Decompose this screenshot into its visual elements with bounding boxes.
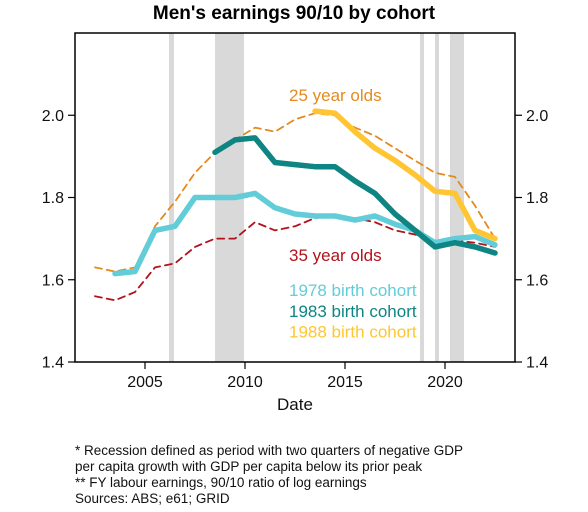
chart-title: Men's earnings 90/10 by cohort xyxy=(153,3,436,24)
recession-band xyxy=(420,33,424,362)
y-tick-label: 1.8 xyxy=(526,190,548,207)
y-tick-label: 2.0 xyxy=(526,108,548,125)
x-axis: 2005 2010 2015 2020 xyxy=(127,362,463,391)
y-tick-label: 1.6 xyxy=(526,272,548,289)
recession-band xyxy=(435,33,439,362)
series-line-1983-birth-cohort xyxy=(212,135,498,256)
footnote-line: ** FY labour earnings, 90/10 ratio of lo… xyxy=(75,475,367,490)
y-axis-right: 1.4 1.6 1.8 2.0 xyxy=(515,108,548,372)
footnote-line: per capita growth with GDP per capita be… xyxy=(75,459,423,474)
x-tick-label: 2015 xyxy=(327,374,363,391)
x-tick-label: 2010 xyxy=(227,374,263,391)
series-line-35-year-olds xyxy=(94,215,496,302)
y-tick-label: 1.8 xyxy=(42,190,64,207)
x-tick-label: 2020 xyxy=(427,374,463,391)
x-axis-label: Date xyxy=(277,395,313,414)
series-line-25-year-olds xyxy=(94,112,496,273)
recession-band xyxy=(169,33,174,362)
series-lines xyxy=(94,108,498,302)
y-tick-label: 2.0 xyxy=(42,108,64,125)
chart: Men's earnings 90/10 by cohort 1.4 1.6 1.8… xyxy=(42,3,549,414)
series-label: 35 year olds xyxy=(289,246,382,265)
footnotes: * Recession defined as period with two q… xyxy=(75,443,575,507)
series-label: 1988 birth cohort xyxy=(289,322,417,341)
series-labels: 25 year olds 35 year olds 1978 birth cohor… xyxy=(289,86,417,341)
series-label: 1978 birth cohort xyxy=(289,281,417,300)
y-tick-label: 1.6 xyxy=(42,272,64,289)
series-line-1988-birth-cohort xyxy=(312,108,498,242)
footnote-line: Sources: ABS; e61; GRID xyxy=(75,491,230,506)
x-tick-label: 2005 xyxy=(127,374,163,391)
footnote-line: * Recession defined as period with two q… xyxy=(75,443,463,458)
series-label: 25 year olds xyxy=(289,86,382,105)
series-label: 1983 birth cohort xyxy=(289,302,417,321)
y-axis-left: 1.4 1.6 1.8 2.0 xyxy=(42,108,75,372)
y-tick-label: 1.4 xyxy=(42,355,64,372)
y-tick-label: 1.4 xyxy=(526,355,548,372)
